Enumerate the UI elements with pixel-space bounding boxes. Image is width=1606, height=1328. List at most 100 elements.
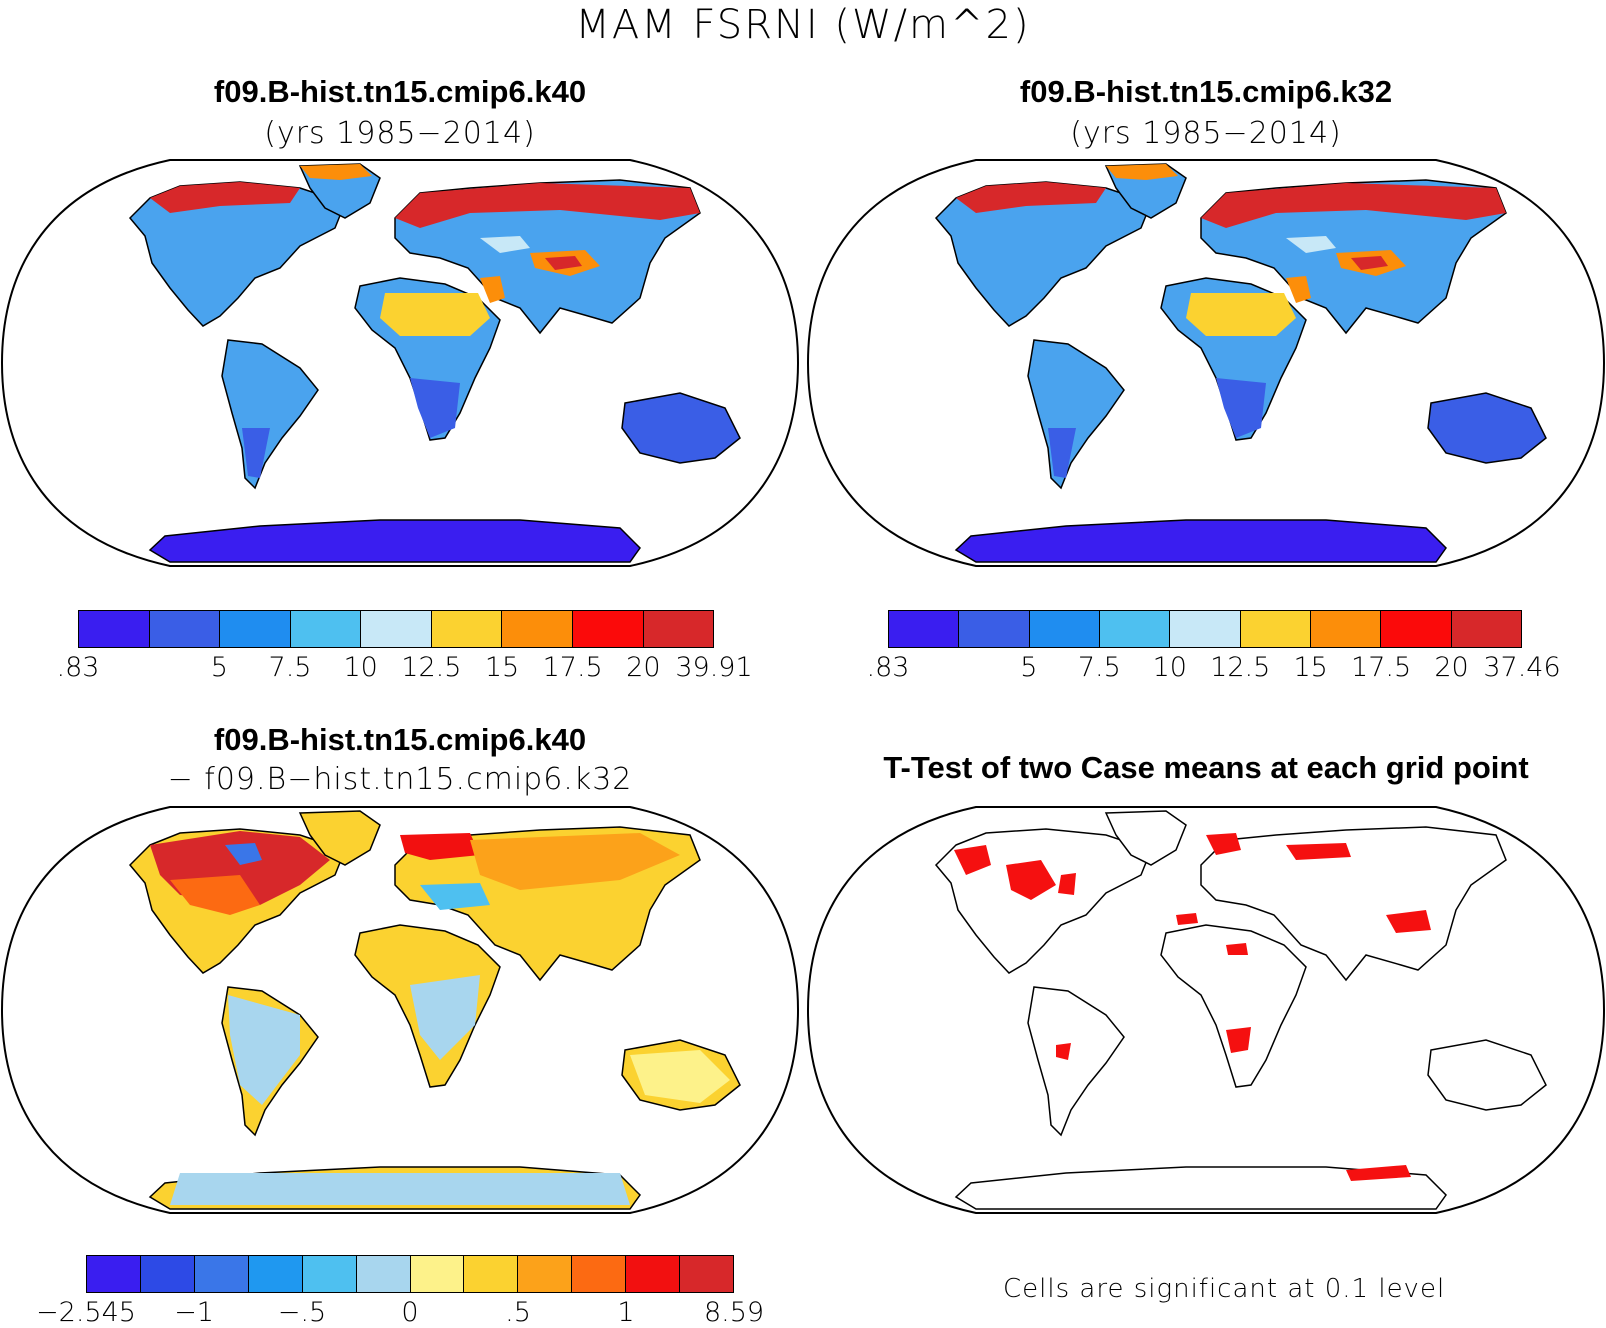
contour-region — [1216, 378, 1266, 438]
colorbar-swatch — [87, 1256, 141, 1292]
colorbar-label: 10 — [343, 652, 378, 683]
contour-region — [1226, 943, 1248, 955]
map-frame — [0, 159, 800, 567]
contour-region — [400, 833, 480, 860]
south-america-landmass — [1027, 986, 1125, 1137]
contour-region — [1286, 236, 1336, 253]
colorbar-swatch — [1029, 611, 1100, 647]
contour-region — [480, 236, 530, 253]
colorbar-swatch — [248, 1256, 303, 1292]
colorbar-swatch — [361, 611, 432, 647]
panel1-subtitle: (yrs 1985−2014) — [264, 116, 536, 151]
colorbar-swatch — [1099, 611, 1171, 647]
contour-region — [1201, 183, 1506, 228]
panel3-map — [0, 806, 800, 1214]
map-frame — [806, 159, 1606, 567]
map-layer — [934, 163, 1547, 563]
panel1-colorbar — [78, 610, 714, 648]
colorbar-swatch — [1170, 611, 1241, 647]
antarctica-landmass — [148, 519, 641, 563]
contour-region — [1056, 1043, 1071, 1060]
colorbar-label: .83 — [56, 652, 100, 683]
colorbar-label: 0 — [401, 1297, 419, 1328]
contour-region — [170, 875, 260, 915]
colorbar-swatch — [356, 1256, 411, 1292]
contour-region — [630, 1050, 730, 1103]
panel2-subtitle: (yrs 1985−2014) — [1070, 116, 1342, 151]
contour-region — [956, 182, 1106, 213]
colorbar-label: 12.5 — [1210, 652, 1271, 683]
colorbar-label: 15 — [484, 652, 520, 683]
colorbar-swatch — [302, 1256, 357, 1292]
panel4-title: T-Test of two Case means at each grid po… — [883, 750, 1529, 785]
contour-region — [380, 293, 490, 336]
colorbar-swatch — [1310, 611, 1382, 647]
panel2-title: f09.B-hist.tn15.cmip6.k32 — [1019, 74, 1393, 109]
contour-region — [1346, 1165, 1411, 1181]
colorbar-swatch — [290, 611, 362, 647]
contour-region — [410, 975, 480, 1060]
colorbar-label: 7.5 — [268, 652, 312, 683]
colorbar-swatch — [194, 1256, 249, 1292]
contour-region — [150, 182, 300, 213]
colorbar-swatch — [959, 611, 1030, 647]
colorbar-swatch — [889, 611, 960, 647]
colorbar-label: .83 — [866, 652, 910, 683]
panel3-colorbar — [86, 1255, 734, 1293]
colorbar-swatch — [626, 1256, 681, 1292]
contour-region — [1351, 256, 1388, 270]
colorbar-label: 17.5 — [542, 652, 603, 683]
panel1-map — [0, 159, 800, 567]
colorbar-label: 10 — [1152, 652, 1187, 683]
contour-region — [395, 183, 700, 228]
colorbar-swatch — [410, 1256, 465, 1292]
colorbar-swatch — [149, 611, 221, 647]
colorbar-label: −.5 — [277, 1297, 327, 1328]
greenland-landmass — [1104, 810, 1187, 866]
contour-region — [1226, 1027, 1251, 1053]
contour-region — [1206, 833, 1241, 855]
colorbar-swatch — [1451, 611, 1521, 647]
south-america-landmass — [1027, 339, 1125, 490]
contour-region — [300, 164, 372, 180]
colorbar-label: −1 — [174, 1297, 214, 1328]
colorbar-label: 8.59 — [703, 1297, 765, 1328]
contour-region — [1386, 910, 1431, 933]
colorbar-label: .5 — [505, 1297, 531, 1328]
colorbar-label: 12.5 — [401, 652, 462, 683]
contour-region — [1286, 843, 1351, 860]
contour-region — [954, 845, 991, 875]
contour-region — [225, 843, 262, 865]
significance-note: Cells are significant at 0.1 level — [1003, 1274, 1446, 1304]
map-frame — [806, 806, 1606, 1214]
panel3-subtitle: − f09.B−hist.tn15.cmip6.k32 — [167, 762, 633, 797]
colorbar-label: 39.91 — [675, 652, 753, 683]
contour-region — [170, 1173, 630, 1205]
antarctica-landmass — [954, 519, 1447, 563]
contour-region — [228, 995, 300, 1105]
colorbar-swatch — [502, 611, 573, 647]
south-america-landmass — [221, 339, 319, 490]
colorbar-swatch — [140, 1256, 195, 1292]
panel4-map-content — [806, 806, 1606, 1214]
colorbar-swatch — [220, 611, 291, 647]
panel3-map-content — [0, 806, 800, 1214]
panel2-colorbar — [888, 610, 1522, 648]
contour-region — [1176, 913, 1198, 925]
colorbar-label: 1 — [617, 1297, 635, 1328]
colorbar-swatch — [572, 1256, 627, 1292]
colorbar-swatch — [464, 1256, 519, 1292]
colorbar-swatch — [1381, 611, 1452, 647]
colorbar-swatch — [79, 611, 150, 647]
colorbar-swatch — [643, 611, 714, 647]
colorbar-label: 5 — [1020, 652, 1038, 683]
panel2-map-content — [806, 159, 1606, 567]
map-layer — [128, 810, 741, 1210]
figure-title: MAM FSRNI (W/m^2) — [575, 2, 1031, 48]
contour-region — [242, 428, 270, 478]
colorbar-label: −2.545 — [36, 1297, 136, 1328]
colorbar-label: 7.5 — [1077, 652, 1121, 683]
colorbar-label: 15 — [1293, 652, 1328, 683]
colorbar-swatch — [431, 611, 503, 647]
panel3-title: f09.B-hist.tn15.cmip6.k40 — [213, 722, 587, 757]
